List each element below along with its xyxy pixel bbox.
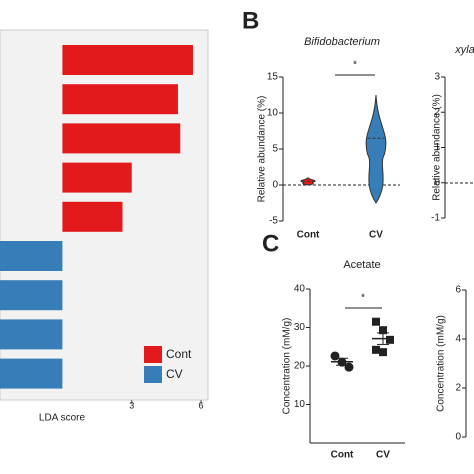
panel-label: C [262, 230, 279, 257]
y-tick-label: -1 [431, 213, 440, 224]
bar [0, 241, 63, 271]
y-tick-label: 3 [434, 72, 440, 83]
x-tick-label: 6 [199, 400, 204, 410]
bar [62, 45, 193, 75]
y-tick-label: 20 [294, 361, 306, 372]
chart-title: xyla [454, 44, 474, 56]
bar [0, 358, 63, 389]
data-point [330, 351, 340, 361]
bar [0, 280, 63, 311]
y-axis-label: Relative abundance (%) [432, 94, 443, 201]
y-tick-label: 4 [455, 334, 461, 345]
bar [0, 319, 63, 350]
y-tick-label: 0 [455, 432, 461, 443]
y-tick-label: 40 [294, 284, 306, 295]
y-tick-label: 6 [455, 285, 461, 296]
y-tick-label: 1 [434, 142, 440, 153]
y-tick-label: 2 [434, 107, 440, 118]
legend-label: CV [166, 367, 183, 381]
y-tick-label: 0 [434, 177, 440, 188]
chart-title: Bifidobacterium [304, 36, 380, 48]
y-tick-label: 10 [267, 108, 279, 119]
x-tick-label: CV [369, 230, 383, 241]
data-point [372, 317, 380, 326]
data-point [386, 335, 394, 344]
x-tick-label: 3 [129, 400, 134, 410]
bar [62, 162, 132, 193]
bar [62, 201, 123, 232]
legend-swatch [144, 366, 162, 383]
panel-label: B [242, 7, 259, 34]
chart-title: Acetate [343, 259, 380, 271]
significance: * [361, 293, 365, 304]
y-tick-label: 5 [272, 144, 278, 155]
y-tick-label: -5 [269, 216, 278, 227]
x-axis-label: LDA score [39, 413, 86, 424]
data-point [372, 345, 380, 354]
y-tick-label: 10 [294, 399, 306, 410]
y-axis-label: Concentration (mM/g) [282, 318, 293, 415]
y-axis-label: Concentration (mM/g) [436, 315, 447, 412]
y-axis-label: Relative abundance (%) [257, 96, 268, 203]
y-tick-label: 30 [294, 322, 306, 333]
x-tick-label: Cont [297, 230, 320, 241]
y-tick-label: 2 [455, 383, 461, 394]
significance: * [353, 60, 357, 71]
x-tick-label: CV [376, 450, 390, 461]
violin [365, 94, 387, 204]
legend-label: Cont [166, 347, 192, 361]
bar [62, 84, 178, 115]
y-tick-label: 0 [272, 180, 278, 191]
data-point [379, 348, 387, 357]
data-point [379, 326, 387, 335]
legend-swatch [144, 346, 162, 363]
data-point [344, 362, 354, 372]
x-tick-label: Cont [331, 450, 354, 461]
bar [62, 123, 181, 154]
y-tick-label: 15 [267, 72, 279, 83]
